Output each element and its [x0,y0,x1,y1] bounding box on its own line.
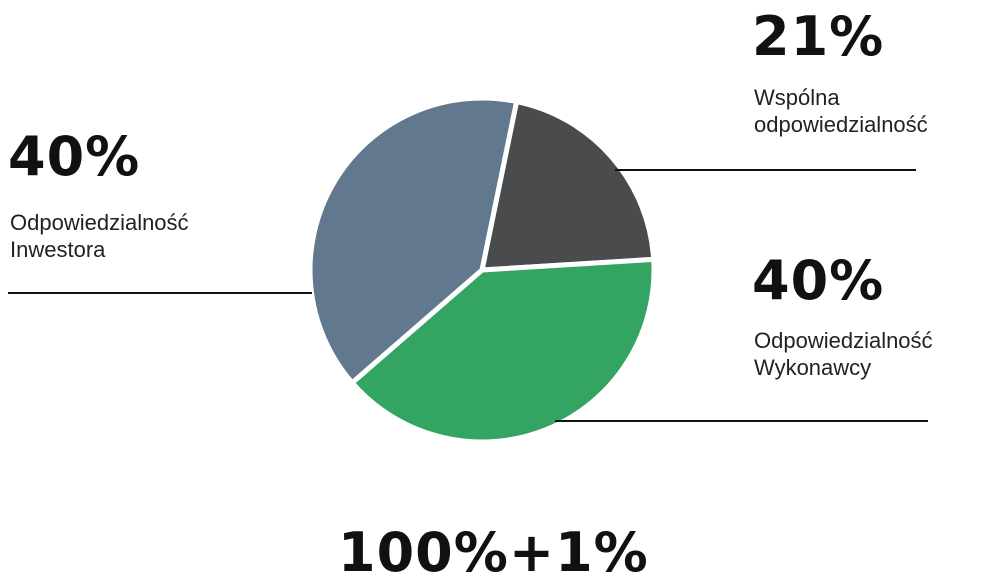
value-label-wykonawca: 40% [752,249,885,312]
pie-slice-1 [349,256,657,445]
slice-label-inwestor: Odpowiedzialność Inwestora [10,209,189,263]
slice-label-wykonawca: Odpowiedzialność Wykonawcy [754,327,933,381]
label-line: Odpowiedzialność [10,210,189,235]
pie-slice-2 [307,95,520,386]
label-line: Odpowiedzialność [754,328,933,353]
label-line: odpowiedzialność [754,112,928,137]
value-label-wspolna: 21% [752,5,885,68]
label-line: Wspólna [754,85,840,110]
leader-line-wykonawca [555,420,928,422]
slice-label-wspolna: Wspólna odpowiedzialność [754,84,928,138]
leader-line-wspolna [615,169,916,171]
leader-line-inwestor [8,292,312,294]
pie-slice-0 [479,99,657,273]
label-line: Inwestora [10,237,106,262]
label-line: Wykonawcy [754,355,872,380]
total-label: 100%+1% [338,521,649,584]
value-label-inwestor: 40% [8,125,141,188]
